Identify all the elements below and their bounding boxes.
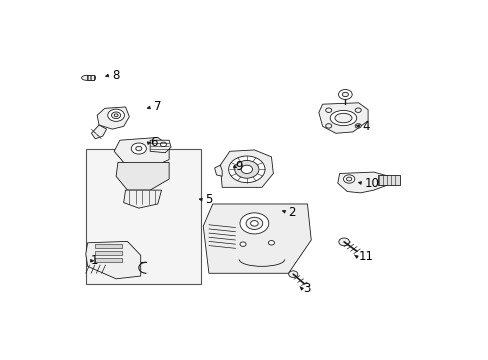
- Polygon shape: [214, 165, 222, 176]
- Circle shape: [250, 221, 258, 226]
- Circle shape: [245, 217, 262, 229]
- Circle shape: [228, 156, 264, 183]
- Polygon shape: [91, 125, 106, 139]
- Polygon shape: [123, 190, 161, 208]
- Bar: [87, 75, 94, 80]
- Text: 7: 7: [154, 100, 161, 113]
- Circle shape: [325, 108, 331, 112]
- Circle shape: [338, 90, 351, 99]
- Circle shape: [346, 177, 351, 181]
- Ellipse shape: [334, 113, 351, 123]
- Ellipse shape: [329, 111, 356, 126]
- Polygon shape: [114, 138, 169, 168]
- Circle shape: [354, 108, 361, 112]
- Text: 1: 1: [90, 254, 98, 267]
- Bar: [377, 175, 400, 185]
- Circle shape: [131, 143, 146, 154]
- Text: 4: 4: [362, 120, 369, 133]
- Circle shape: [107, 109, 124, 121]
- Polygon shape: [220, 150, 273, 187]
- Circle shape: [354, 124, 361, 128]
- Circle shape: [343, 175, 354, 183]
- Polygon shape: [116, 162, 169, 190]
- Polygon shape: [337, 172, 388, 193]
- Circle shape: [342, 92, 347, 97]
- Circle shape: [160, 142, 166, 147]
- Circle shape: [325, 124, 331, 128]
- Circle shape: [268, 240, 274, 245]
- Ellipse shape: [92, 75, 96, 80]
- Text: 2: 2: [288, 206, 295, 219]
- Circle shape: [234, 161, 259, 178]
- Text: 11: 11: [358, 250, 373, 263]
- Bar: [95, 251, 122, 255]
- Bar: [85, 149, 201, 284]
- Circle shape: [136, 146, 142, 151]
- Circle shape: [240, 213, 268, 234]
- Circle shape: [114, 114, 118, 117]
- Bar: [95, 258, 122, 262]
- Circle shape: [241, 165, 252, 174]
- Circle shape: [338, 238, 349, 246]
- Circle shape: [240, 242, 245, 246]
- Polygon shape: [97, 107, 129, 129]
- Bar: [95, 244, 122, 248]
- Ellipse shape: [81, 75, 92, 80]
- Polygon shape: [85, 242, 141, 279]
- Text: 9: 9: [235, 160, 243, 173]
- Polygon shape: [318, 103, 367, 133]
- Text: 6: 6: [150, 136, 157, 149]
- Circle shape: [111, 112, 121, 118]
- Text: 5: 5: [205, 193, 212, 206]
- Text: 8: 8: [112, 68, 120, 82]
- Circle shape: [288, 271, 297, 278]
- Text: 3: 3: [303, 282, 310, 295]
- Polygon shape: [203, 204, 311, 273]
- Polygon shape: [150, 140, 171, 153]
- Text: 10: 10: [364, 177, 378, 190]
